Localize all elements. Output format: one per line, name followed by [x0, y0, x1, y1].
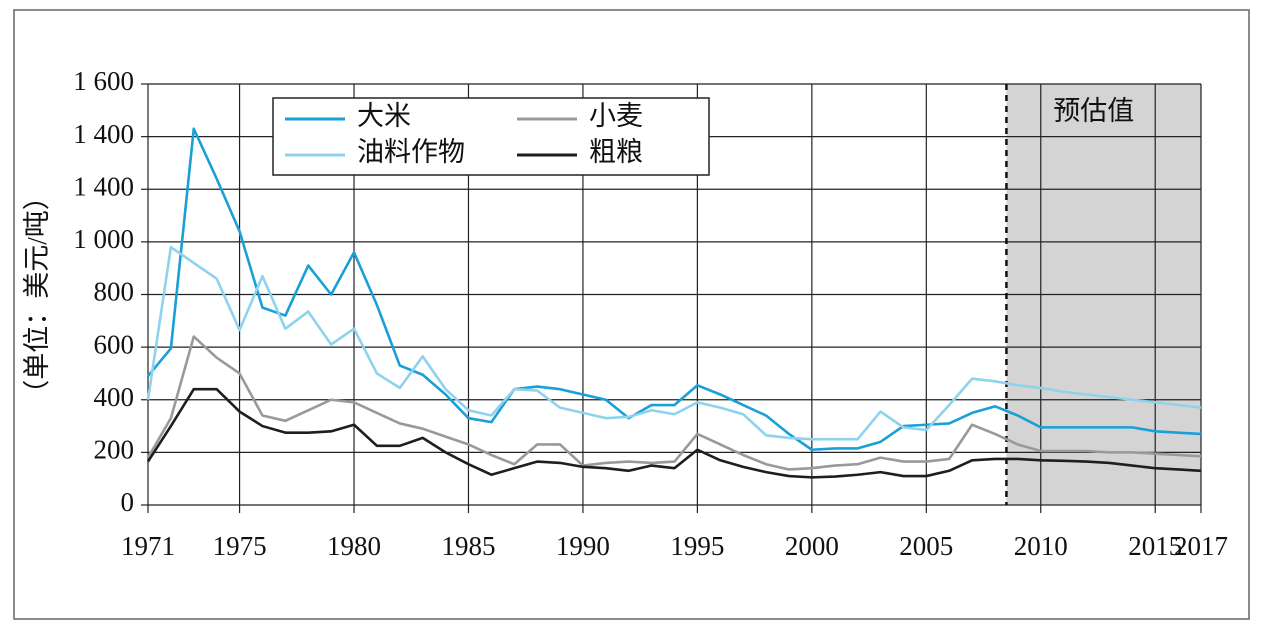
- legend-box: [272, 97, 710, 176]
- series-line: [146, 387, 1202, 479]
- legend-label: 大米: [357, 101, 411, 131]
- y-tick-label: 0: [121, 487, 135, 517]
- legend-label: 小麦: [589, 101, 643, 131]
- y-tick-label: 200: [94, 435, 135, 465]
- frame: [13, 9, 1250, 620]
- x-tick-label: 2015: [1128, 531, 1182, 561]
- x-tick-label: 2010: [1014, 531, 1068, 561]
- series-line: [146, 335, 1202, 471]
- y-tick-label: 800: [94, 277, 135, 307]
- x-tick-label: 2000: [785, 531, 839, 561]
- series-line: [146, 127, 1202, 452]
- legend-label: 粗粮: [589, 137, 643, 167]
- forecast-label: 预估值: [1053, 96, 1134, 126]
- x-tick-label: 2005: [899, 531, 953, 561]
- series-line: [146, 245, 1202, 441]
- y-tick-label: 1 400: [73, 119, 134, 149]
- x-tick-label: 1985: [441, 531, 495, 561]
- y-tick-label: 1 400: [73, 171, 134, 201]
- x-tick-label: 1971: [121, 531, 175, 561]
- x-tick-label: 1990: [556, 531, 610, 561]
- y-tick-label: 1 600: [73, 66, 134, 96]
- x-tick-label: 2017: [1174, 531, 1228, 561]
- x-tick-label: 1980: [327, 531, 381, 561]
- y-tick-label: 400: [94, 382, 135, 412]
- legend-label: 油料作物: [357, 137, 465, 167]
- x-tick-label: 1995: [670, 531, 724, 561]
- y-tick-label: 1 000: [73, 224, 134, 254]
- x-tick-label: 1975: [213, 531, 267, 561]
- y-axis-label: （单位：美元/吨）: [22, 183, 52, 407]
- y-tick-label: 600: [94, 329, 135, 359]
